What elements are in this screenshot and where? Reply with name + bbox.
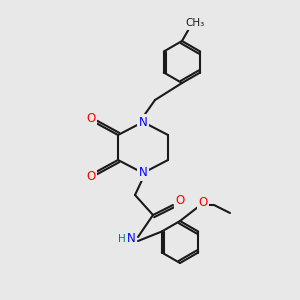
Text: CH₃: CH₃ xyxy=(185,18,205,28)
Text: O: O xyxy=(86,112,96,124)
Text: N: N xyxy=(139,167,147,179)
Text: O: O xyxy=(198,196,208,209)
Text: N: N xyxy=(127,232,135,245)
Text: H: H xyxy=(118,234,126,244)
Text: O: O xyxy=(176,194,184,208)
Text: O: O xyxy=(86,170,96,184)
Text: N: N xyxy=(139,116,147,128)
